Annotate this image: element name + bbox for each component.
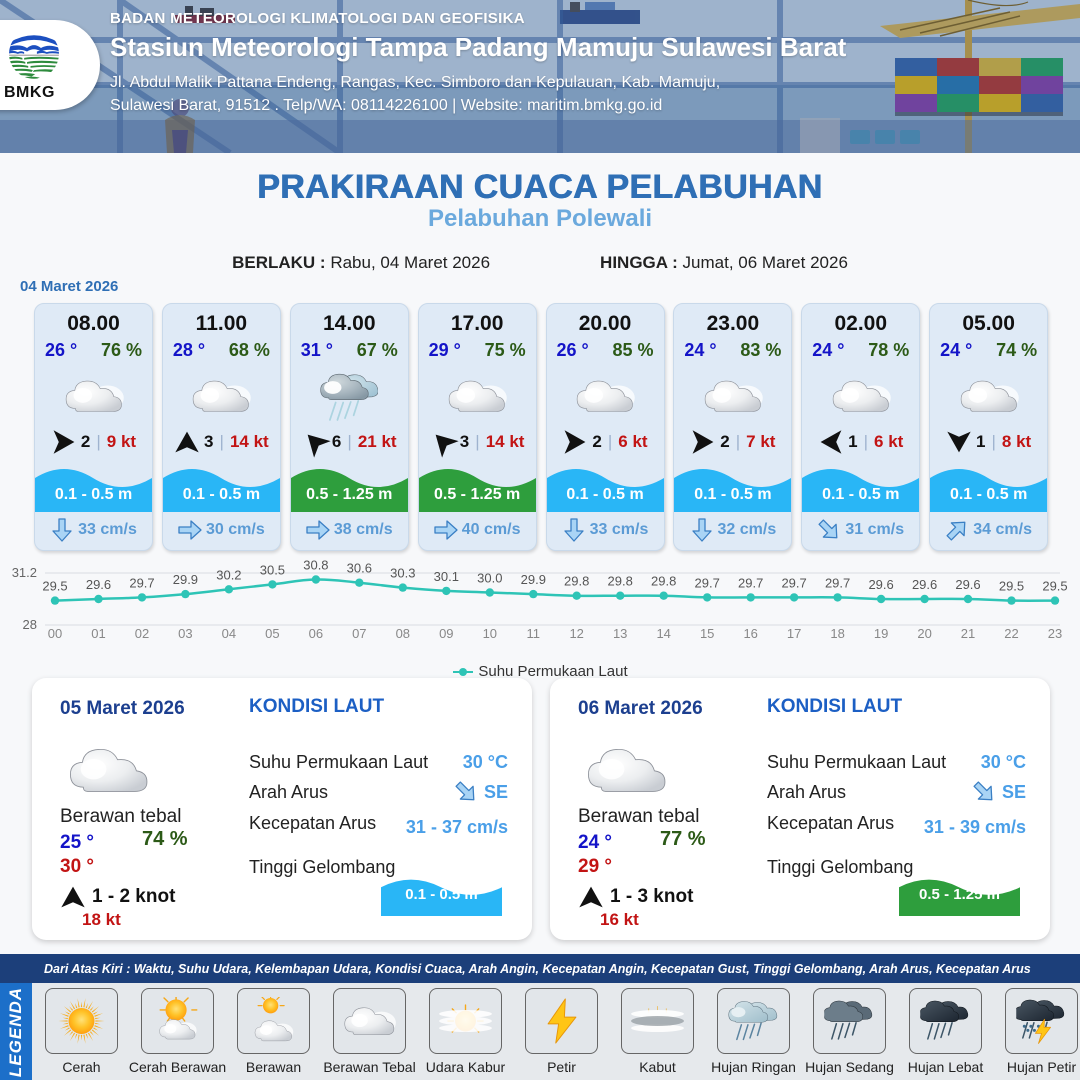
svg-text:09: 09: [439, 626, 453, 641]
svg-text:29.9: 29.9: [173, 572, 198, 587]
svg-text:30.2: 30.2: [216, 567, 241, 582]
svg-text:06: 06: [309, 626, 323, 641]
svg-text:23: 23: [1048, 626, 1062, 641]
svg-text:12: 12: [569, 626, 583, 641]
svg-text:04: 04: [222, 626, 236, 641]
svg-text:14: 14: [656, 626, 670, 641]
svg-text:29.5: 29.5: [999, 579, 1024, 594]
svg-text:29.7: 29.7: [781, 575, 806, 590]
svg-text:11: 11: [527, 626, 541, 641]
svg-text:30.6: 30.6: [347, 561, 372, 576]
svg-text:29.8: 29.8: [608, 574, 633, 589]
svg-text:30.8: 30.8: [303, 558, 328, 573]
svg-text:29.6: 29.6: [912, 577, 937, 592]
svg-text:29.6: 29.6: [868, 577, 893, 592]
svg-text:29.5: 29.5: [42, 579, 67, 594]
svg-text:10: 10: [483, 626, 497, 641]
svg-text:29.7: 29.7: [129, 575, 154, 590]
svg-text:08: 08: [396, 626, 410, 641]
svg-text:03: 03: [178, 626, 192, 641]
svg-text:02: 02: [135, 626, 149, 641]
svg-text:07: 07: [352, 626, 366, 641]
svg-text:29.8: 29.8: [564, 574, 589, 589]
svg-text:30.0: 30.0: [477, 571, 502, 586]
svg-text:00: 00: [48, 626, 62, 641]
svg-text:20: 20: [917, 626, 931, 641]
svg-text:29.9: 29.9: [521, 572, 546, 587]
svg-text:29.7: 29.7: [695, 575, 720, 590]
svg-text:29.7: 29.7: [738, 575, 763, 590]
svg-text:29.6: 29.6: [955, 577, 980, 592]
svg-text:22: 22: [1004, 626, 1018, 641]
svg-text:13: 13: [613, 626, 627, 641]
svg-text:29.5: 29.5: [1042, 579, 1067, 594]
svg-text:16: 16: [743, 626, 757, 641]
svg-text:21: 21: [961, 626, 975, 641]
svg-text:15: 15: [700, 626, 714, 641]
svg-text:01: 01: [91, 626, 105, 641]
svg-text:28: 28: [23, 617, 37, 632]
svg-text:17: 17: [787, 626, 801, 641]
svg-text:05: 05: [265, 626, 279, 641]
svg-text:29.6: 29.6: [86, 577, 111, 592]
svg-text:29.8: 29.8: [651, 574, 676, 589]
svg-text:30.1: 30.1: [434, 569, 459, 584]
svg-text:30.5: 30.5: [260, 562, 285, 577]
svg-text:19: 19: [874, 626, 888, 641]
svg-text:18: 18: [830, 626, 844, 641]
svg-text:30.3: 30.3: [390, 566, 415, 581]
svg-text:31.2: 31.2: [12, 565, 37, 580]
svg-text:29.7: 29.7: [825, 575, 850, 590]
